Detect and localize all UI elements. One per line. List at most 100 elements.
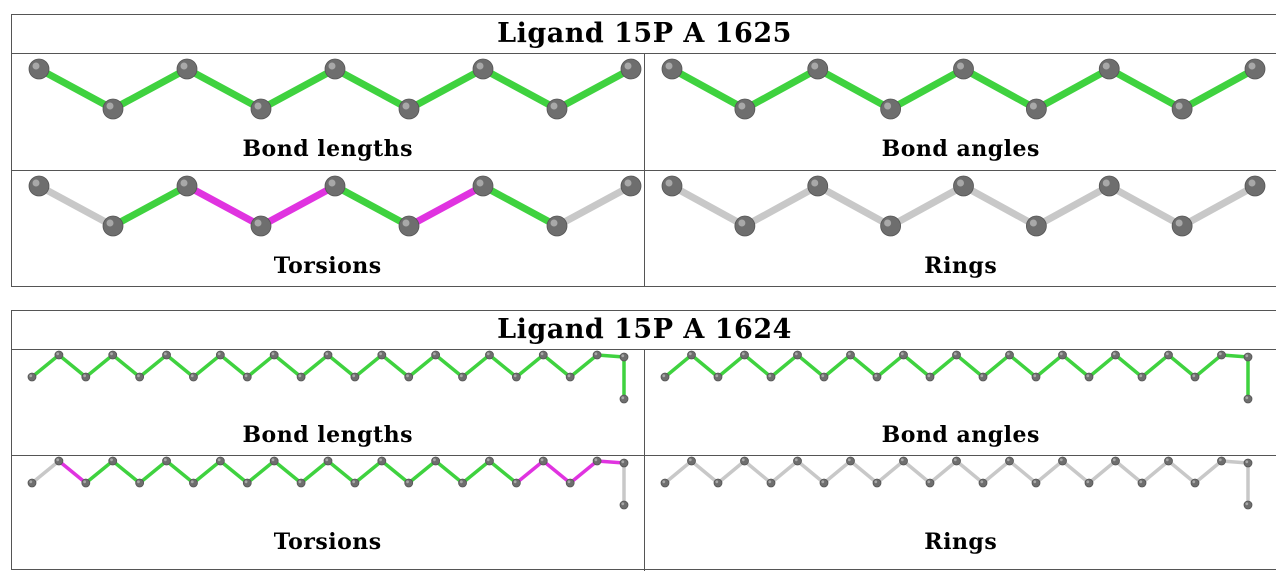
atom-highlight (811, 180, 818, 187)
atom-highlight (1139, 374, 1142, 377)
atom-highlight (137, 480, 140, 483)
atom-highlight (625, 180, 632, 187)
atom-circle (378, 351, 386, 359)
atom-circle (28, 373, 36, 381)
atom-highlight (487, 352, 490, 355)
atom-circle (351, 373, 359, 381)
bond-line (247, 355, 274, 377)
bond-line (983, 355, 1010, 377)
table-title: Ligand 15P A 1624 (12, 311, 1276, 350)
bond-line (335, 69, 409, 109)
atom-highlight (1245, 460, 1248, 463)
atom-circle (566, 373, 574, 381)
atom-circle (29, 176, 49, 196)
atom-highlight (1086, 374, 1089, 377)
atom-highlight (477, 180, 484, 187)
bond-line (409, 186, 483, 226)
atom-circle (1085, 373, 1093, 381)
atom-highlight (568, 480, 571, 483)
atom-highlight (218, 352, 221, 355)
atom-circle (1138, 373, 1146, 381)
atom-circle (740, 457, 748, 465)
atom-highlight (957, 63, 964, 70)
atom-highlight (957, 180, 964, 187)
panel-torsions: Torsions (12, 171, 645, 287)
bond-line (744, 355, 771, 377)
bond-line (301, 461, 328, 483)
atom-circle (873, 373, 881, 381)
atom-highlight (794, 458, 797, 461)
atom-highlight (541, 352, 544, 355)
bond-line (39, 186, 113, 226)
atom-highlight (665, 180, 672, 187)
bond-line (1168, 461, 1195, 483)
atom-circle (979, 479, 987, 487)
bond-line (220, 355, 247, 377)
bond-line (1182, 186, 1255, 226)
atom-circle (734, 216, 754, 236)
atom-highlight (847, 352, 850, 355)
bond-line (489, 355, 516, 377)
atom-highlight (1175, 220, 1182, 227)
atom-highlight (715, 480, 718, 483)
bond-line (328, 461, 355, 483)
atom-circle (1026, 216, 1046, 236)
bond-line (890, 69, 963, 109)
atom-highlight (884, 103, 891, 110)
atom-highlight (110, 352, 113, 355)
atom-highlight (107, 103, 114, 110)
atom-highlight (953, 458, 956, 461)
atom-highlight (352, 374, 355, 377)
atom-highlight (403, 220, 410, 227)
atom-highlight (1112, 458, 1115, 461)
atom-highlight (741, 458, 744, 461)
atom-highlight (1102, 180, 1109, 187)
atom-circle (1085, 479, 1093, 487)
atom-circle (1245, 176, 1265, 196)
atom-circle (405, 373, 413, 381)
atom-circle (432, 351, 440, 359)
bond-line (516, 355, 543, 377)
atom-circle (399, 216, 419, 236)
bond-line (382, 461, 409, 483)
atom-highlight (980, 480, 983, 483)
panel-torsions: Torsions (12, 456, 645, 571)
atom-circle (662, 59, 682, 79)
panel-bond-lengths: Bond lengths (12, 54, 645, 170)
bond-line (1109, 186, 1182, 226)
atom-circle (325, 59, 345, 79)
atom-circle (1244, 501, 1252, 509)
atom-circle (1138, 479, 1146, 487)
atom-circle (926, 479, 934, 487)
atom-circle (485, 351, 493, 359)
atom-highlight (1033, 480, 1036, 483)
atom-highlight (541, 458, 544, 461)
panel-bond-angles: Bond angles (645, 350, 1276, 455)
atom-highlight (1086, 480, 1089, 483)
atom-circle (1026, 99, 1046, 119)
bond-line (187, 69, 261, 109)
atom-circle (405, 479, 413, 487)
bond-line (797, 461, 824, 483)
atom-circle (566, 479, 574, 487)
bond-line (261, 69, 335, 109)
atom-highlight (325, 458, 328, 461)
bond-line (1036, 355, 1063, 377)
atom-circle (767, 479, 775, 487)
bond-line (382, 355, 409, 377)
atom-highlight (900, 458, 903, 461)
atom-highlight (874, 374, 877, 377)
atom-circle (880, 99, 900, 119)
atom-highlight (255, 103, 262, 110)
bond-line (167, 355, 194, 377)
atom-highlight (551, 220, 558, 227)
atom-circle (547, 216, 567, 236)
bond-line (516, 461, 543, 483)
atom-highlight (107, 220, 114, 227)
atom-circle (880, 216, 900, 236)
bond-line (877, 355, 904, 377)
atom-highlight (768, 374, 771, 377)
bond-line (1115, 355, 1142, 377)
atom-highlight (514, 374, 517, 377)
bond-line (274, 355, 301, 377)
